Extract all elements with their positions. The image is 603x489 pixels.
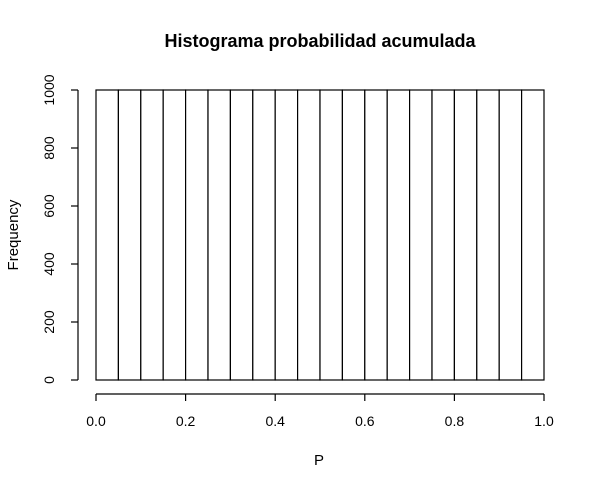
x-axis: 0.0 0.2 0.4 0.6 0.8 1.0: [86, 393, 554, 429]
histogram-bar: [476, 89, 500, 381]
histogram-bar: [207, 89, 231, 381]
x-tick-label: 0.2: [176, 413, 196, 429]
y-tick-label: 600: [41, 194, 57, 218]
y-tick-label: 800: [41, 136, 57, 160]
histogram-bar: [117, 89, 142, 381]
histogram-bar: [409, 89, 433, 381]
x-axis-label: P: [314, 452, 324, 469]
histogram-bar: [229, 89, 254, 381]
y-tick-label: 0: [41, 376, 57, 384]
histogram-bar: [431, 89, 455, 381]
histogram-bar: [162, 89, 187, 381]
x-tick-label: 0.6: [355, 413, 375, 429]
y-tick-label: 1000: [41, 74, 57, 105]
histogram-bar: [185, 89, 209, 381]
histogram-bar: [520, 89, 545, 381]
histogram-bar: [95, 89, 119, 381]
x-tick-label: 0.4: [265, 413, 285, 429]
histogram-bar: [140, 89, 164, 381]
y-tick-label: 200: [41, 310, 57, 334]
histogram-bar: [341, 89, 366, 381]
y-axis: 0 200 400 600 800 1000: [41, 74, 79, 384]
y-tick-label: 400: [41, 252, 57, 276]
histogram-bar: [498, 89, 523, 381]
histogram-bar: [319, 89, 343, 381]
x-tick-label: 1.0: [534, 413, 554, 429]
histogram-bar: [297, 89, 321, 381]
x-tick-label: 0.0: [86, 413, 106, 429]
histogram-bar: [364, 89, 388, 381]
chart-title: Histograma probabilidad acumulada: [164, 31, 476, 51]
y-axis-label: Frequency: [5, 199, 22, 270]
histogram-bar: [453, 89, 478, 381]
histogram-bar: [252, 89, 276, 381]
histogram-bar: [274, 89, 299, 381]
bars-group: [95, 89, 545, 381]
x-tick-label: 0.8: [445, 413, 465, 429]
histogram-bar: [386, 89, 411, 381]
